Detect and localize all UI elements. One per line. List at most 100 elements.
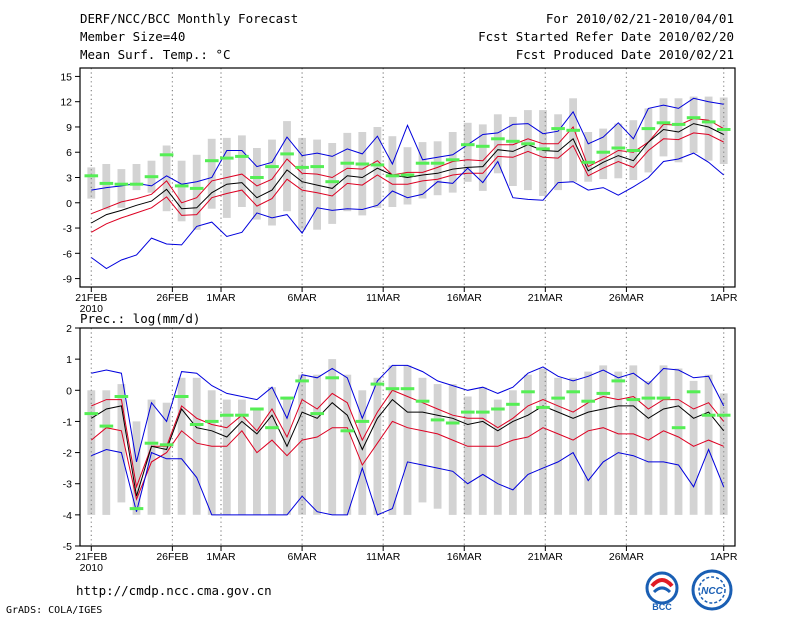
panel2-ytick-label: -4 [63,510,72,522]
panel1-observed-marker [445,158,460,162]
panel1-spread-box [358,132,367,216]
panel1-xtick-year: 2010 [80,303,104,315]
panel1-xtick-label: 26MAR [609,292,644,304]
panel2-observed-marker [325,376,339,380]
panel1-observed-marker [430,161,445,165]
panel2-observed-marker [220,413,234,417]
panel1-xtick-label: 1APR [710,292,738,304]
panel2-observed-marker [385,387,400,391]
panel1-spread-box [192,154,201,230]
panel1-spread-box [132,164,141,191]
panel1-observed-marker [205,159,219,163]
panel2-spread-box [132,421,141,515]
panel2-observed-marker [144,441,159,445]
panel1-spread-box [539,110,547,196]
panel1-observed-marker [566,128,580,132]
panel1-spread-box [554,114,562,191]
panel1-observed-marker [536,147,550,151]
panel1-observed-marker [325,180,339,184]
panel2-spread-box [689,380,698,515]
panel2-xtick-label: 16MAR [447,551,482,563]
panel2-max-line [91,364,725,463]
panel2-ytick-label: -5 [63,541,72,553]
panel2-observed-marker [415,399,430,403]
panel1-observed-marker [701,120,716,124]
panel1-spread-box [448,132,457,193]
panel2-observed-marker [566,390,580,394]
panel1-observed-marker [716,128,731,131]
panel1-observed-marker [235,154,249,158]
panel1-observed-marker [671,122,686,126]
panel2-xtick-label: 26FEB [156,551,188,563]
panel2-spread-box [388,365,397,515]
panel2-observed-marker [445,421,460,425]
panel2-spread-box [298,374,306,515]
panel2-spread-box [478,387,487,515]
panel2-observed-marker [491,407,505,411]
panel1-observed-marker [461,143,475,147]
panel2-spread-box [207,390,216,515]
panel2-spread-box [192,377,201,515]
panel1-spread-box [253,148,261,220]
panel1-ytick-label: 0 [66,198,72,210]
panel1-spread-box [162,145,171,212]
panel2-observed-marker [340,429,355,433]
panel2-observed-marker [235,413,249,417]
panel2-xtick-label: 1APR [710,551,738,563]
panel2-spread-box [674,368,683,515]
panel1-spread-box [584,132,593,182]
panel2-spread-box [328,359,337,515]
panel2-spread-box [268,387,276,515]
panel2-spread-box [448,384,457,515]
panel1-observed-marker [551,127,565,131]
panel2-observed-marker [174,395,189,398]
temp-variable-label: Mean Surf. Temp.: °C [80,47,231,62]
panel2-xtick-label: 26MAR [609,551,644,563]
panel2-observed-marker [189,423,204,426]
panel1-spread-box [674,98,683,163]
panel1-xtick-label: 16MAR [447,292,482,304]
panel1-observed-marker [596,150,611,154]
panel2-upper-line [91,389,725,489]
panel2-spread-box [358,390,367,515]
panel1-ytick-label: -3 [63,223,72,235]
panel1-ytick-label: 6 [66,147,72,159]
panel2-observed-marker [461,410,475,414]
source-url: http://cmdp.ncc.cma.gov.cn [76,583,272,598]
panel1-xtick-label: 26FEB [156,292,188,304]
panel1-spread-box [418,142,427,199]
panel1-xtick-label: 6MAR [288,292,318,304]
panel1-spread-box [689,96,698,153]
panel2-observed-marker [250,407,264,411]
panel2-ytick-label: -1 [63,416,72,428]
panel1-observed-marker [476,144,490,148]
panel2-lower-line [90,420,724,501]
panel2-spread-box [403,365,412,515]
forecast-produced-date: Fcst Produced Date 2010/02/21 [515,47,734,62]
panel2-ytick-label: -2 [63,448,72,460]
panel1-observed-marker [265,165,279,169]
panel2-observed-marker [551,396,565,400]
panel1-observed-marker [114,182,129,186]
panel2-spread-box [87,390,96,515]
panel2-spread-box [524,374,532,515]
panel1-ytick-label: -6 [63,248,72,260]
panel1-observed-marker [295,165,309,169]
panel2-observed-marker [521,390,535,394]
panel1-spread-box [177,160,186,222]
panel2-spread-box [433,384,442,509]
panel2-observed-marker [536,405,550,409]
panel2-ytick-label: 2 [66,323,72,335]
panel1-spread-box [524,110,532,191]
panel2-spread-box [343,374,352,515]
panel2-observed-marker [310,412,324,416]
panel2-spread-box [614,371,623,515]
panel1-observed-marker [250,176,264,179]
panel1-observed-marker [159,153,174,157]
panel2-observed-marker [611,379,626,383]
panel2-observed-marker [506,402,520,406]
bcc-logo-text: BCC [652,602,672,612]
member-size: Member Size=40 [80,29,186,44]
panel1-mean-line [91,123,724,224]
panel1-observed-marker [415,161,430,165]
